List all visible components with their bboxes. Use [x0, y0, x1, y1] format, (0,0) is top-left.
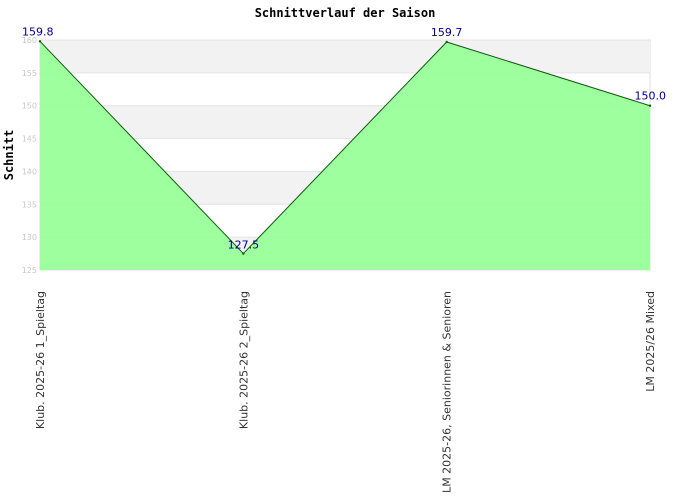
data-label: 150.0 — [635, 90, 667, 103]
y-tick-label: 135 — [22, 200, 37, 209]
x-tick-label: LM 2025-26, Seniorinnen & Senioren — [441, 291, 454, 493]
x-tick-label: Klub. 2025-26 1_Spieltag — [34, 291, 47, 429]
series-line — [39, 40, 651, 255]
data-label: 159.7 — [431, 26, 463, 39]
data-label: 127.5 — [228, 239, 260, 252]
data-label: 159.8 — [22, 25, 54, 38]
y-tick-label: 140 — [22, 167, 37, 176]
y-axis-label: Schnitt — [2, 130, 16, 181]
y-tick-label: 130 — [22, 233, 37, 242]
y-tick-label: 125 — [22, 266, 37, 275]
data-point — [648, 104, 652, 107]
y-tick-label: 150 — [22, 102, 37, 111]
series-area — [40, 41, 650, 270]
data-point — [38, 40, 42, 43]
y-tick-label: 145 — [22, 135, 37, 144]
grid-band — [40, 40, 650, 73]
x-tick-label: Klub. 2025-26 2_Spieltag — [237, 291, 250, 429]
x-tick-label: LM 2025/26 Mixed — [644, 291, 657, 392]
chart-title: Schnittverlauf der Saison — [255, 6, 436, 20]
y-tick-label: 155 — [22, 69, 37, 78]
y-tick-label: 160 — [22, 36, 37, 45]
data-point — [445, 40, 448, 44]
data-point — [242, 252, 245, 255]
